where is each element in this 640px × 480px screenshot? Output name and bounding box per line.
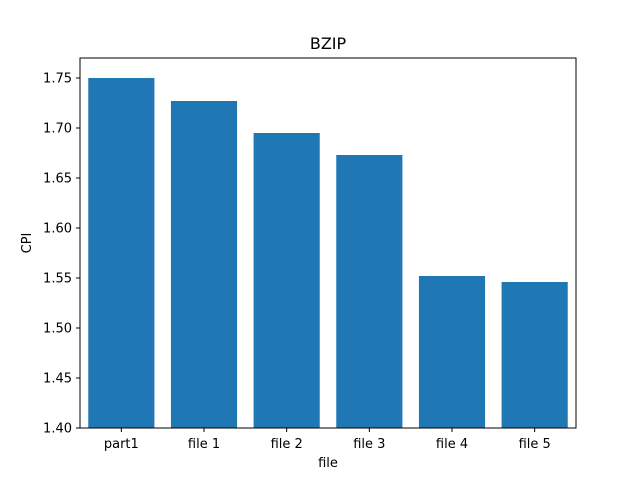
bar-file-4 [418,276,486,428]
x-tick-label: part1 [104,437,139,452]
y-tick-label: 1.50 [43,322,72,337]
y-tick-label: 1.60 [43,222,72,237]
x-tick-label: file 3 [353,437,385,452]
x-tick-label: file 2 [271,437,303,452]
y-axis-label: CPI [20,233,35,254]
y-tick-label: 1.55 [43,272,72,287]
x-tick-label: file 1 [188,437,220,452]
y-axis: 1.40 1.45 1.50 1.55 1.60 1.65 1.70 1.75 [43,72,80,437]
y-tick-label: 1.45 [43,372,72,387]
x-axis: part1 file 1 file 2 file 3 file 4 file 5 [104,428,551,452]
x-tick-label: file 5 [519,437,551,452]
x-tick-label: file 4 [436,437,468,452]
bar-file-3 [336,155,403,428]
bar-file-1 [170,101,238,428]
bar-part1 [88,78,155,428]
y-tick-label: 1.40 [43,422,72,437]
y-tick-label: 1.70 [43,122,72,137]
x-axis-label: file [318,456,338,471]
y-tick-label: 1.65 [43,172,72,187]
bar-file-5 [501,282,568,428]
y-tick-label: 1.75 [43,72,72,87]
plot-frame [79,57,577,429]
chart-title: BZIP [310,34,347,53]
bars-group [88,78,568,428]
bar-file-2 [253,133,320,428]
